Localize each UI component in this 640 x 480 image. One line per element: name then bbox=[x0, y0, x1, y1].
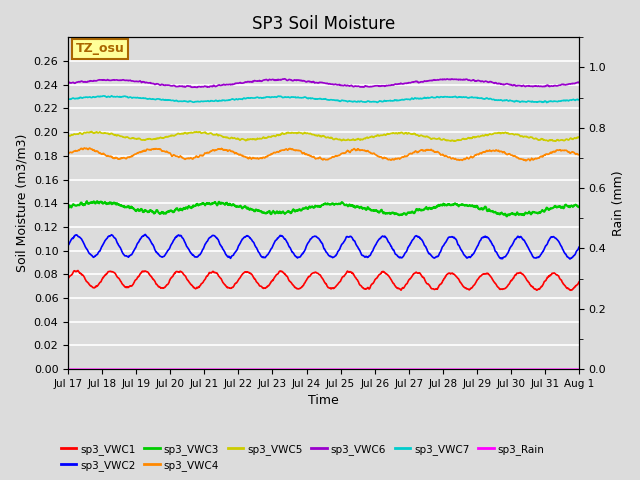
Y-axis label: Soil Moisture (m3/m3): Soil Moisture (m3/m3) bbox=[15, 134, 28, 273]
Y-axis label: Rain (mm): Rain (mm) bbox=[612, 170, 625, 236]
Text: TZ_osu: TZ_osu bbox=[76, 42, 125, 55]
X-axis label: Time: Time bbox=[308, 395, 339, 408]
Title: SP3 Soil Moisture: SP3 Soil Moisture bbox=[252, 15, 395, 33]
Legend: sp3_VWC1, sp3_VWC2, sp3_VWC3, sp3_VWC4, sp3_VWC5, sp3_VWC6, sp3_VWC7, sp3_Rain: sp3_VWC1, sp3_VWC2, sp3_VWC3, sp3_VWC4, … bbox=[56, 439, 549, 475]
